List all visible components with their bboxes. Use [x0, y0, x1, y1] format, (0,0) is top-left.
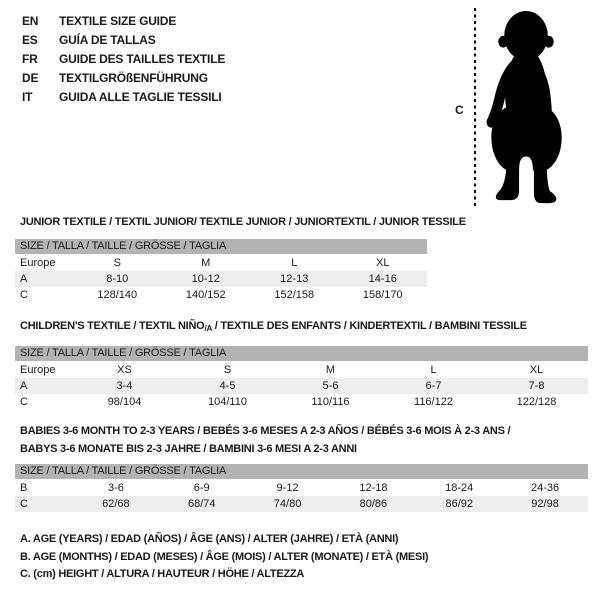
children-title-part: CHILDREN'S TEXTILE / TEXTIL NIÑO: [20, 320, 205, 332]
table-row: A 8-10 10-12 12-13 14-16: [15, 271, 427, 287]
value-cell: 24-36: [530, 482, 560, 494]
value-cell: 98/104: [107, 396, 142, 408]
value-cell: 14-16: [368, 273, 397, 285]
value-cell: 104/110: [208, 396, 247, 408]
babies-size-table: SIZE / TALLA / TAILLE / GRÖSSE / TAGLIA …: [15, 464, 588, 512]
guide-title: GUIDA ALLE TAGLIE TESSILI: [59, 90, 222, 104]
row-label-cell: A: [20, 380, 28, 392]
size-header-bar: SIZE / TALLA / TAILLE / GRÖSSE / TAGLIA: [15, 346, 588, 361]
size-header-bar: SIZE / TALLA / TAILLE / GRÖSSE / TAGLIA: [15, 239, 427, 254]
language-code: DE: [22, 71, 39, 85]
table-row: C 62/68 68/74 74/80 80/86 86/92 92/98: [15, 496, 588, 512]
value-cell: S: [223, 364, 232, 376]
value-cell: XL: [529, 364, 544, 376]
footnote-age-years: A. AGE (YEARS) / EDAD (AÑOS) / ÂGE (ANS)…: [20, 533, 399, 545]
value-cell: XS: [117, 364, 132, 376]
value-cell: 62/68: [102, 498, 130, 510]
row-label-cell: A: [20, 273, 28, 285]
language-title-list: EN TEXTILE SIZE GUIDE ES GUÍA DE TALLAS …: [22, 12, 225, 107]
value-cell: 10-12: [191, 273, 220, 285]
language-code: ES: [22, 33, 38, 47]
babies-section-title: BABIES 3-6 MONTH TO 2-3 YEARS / BEBÉS 3-…: [20, 422, 511, 458]
value-cell: 6-9: [193, 482, 210, 494]
table-row: C 128/140 140/152 152/158 158/170: [15, 287, 427, 303]
value-cell: 86/92: [445, 498, 473, 510]
value-cell: 12-13: [280, 273, 309, 285]
value-cell: 4-5: [219, 380, 236, 392]
language-row: ES GUÍA DE TALLAS: [22, 31, 225, 50]
value-cell: 74/80: [273, 498, 302, 510]
value-cell: 3-4: [116, 380, 133, 392]
value-cell: M: [325, 364, 336, 376]
value-cell: 7-8: [528, 380, 545, 392]
language-row: IT GUIDA ALLE TAGLIE TESSILI: [22, 88, 225, 107]
value-cell: 122/128: [516, 396, 557, 408]
value-cell: XL: [376, 257, 390, 269]
row-label-cell: C: [20, 289, 28, 301]
table-row: Europe XS S M L XL: [15, 362, 588, 378]
row-label-cell: C: [20, 498, 28, 510]
height-measure-label: C: [455, 103, 464, 117]
value-cell: M: [201, 257, 211, 269]
value-cell: 6-7: [425, 380, 442, 392]
row-label-cell: Europe: [20, 364, 56, 376]
value-cell: 5-6: [322, 380, 339, 392]
row-label-cell: Europe: [20, 257, 56, 269]
value-cell: 3-6: [107, 482, 124, 494]
value-cell: 158/170: [362, 289, 403, 301]
value-cell: 68/74: [187, 498, 216, 510]
language-code: EN: [22, 14, 39, 28]
children-title-part: / TEXTILE DES ENFANTS / KINDERTEXTIL / B…: [211, 320, 527, 332]
row-label-cell: C: [20, 396, 28, 408]
babies-title-line: BABYS 3-6 MONATE BIS 2-3 JAHRE / BAMBINI…: [20, 443, 357, 455]
table-row: B 3-6 6-9 9-12 12-18 18-24 24-36: [15, 480, 588, 496]
footnote-age-months: B. AGE (MONTHS) / EDAD (MESES) / ÂGE (MO…: [20, 550, 429, 563]
junior-size-table: SIZE / TALLA / TAILLE / GRÖSSE / TAGLIA …: [15, 239, 427, 303]
guide-title: TEXTILGRÖßENFÜHRUNG: [59, 71, 208, 85]
value-cell: 8-10: [106, 273, 129, 285]
value-cell: 9-12: [276, 482, 299, 494]
language-row: DE TEXTILGRÖßENFÜHRUNG: [22, 69, 225, 88]
toddler-silhouette-icon: [486, 10, 562, 204]
value-cell: 116/122: [414, 396, 453, 408]
babies-title-line: BABIES 3-6 MONTH TO 2-3 YEARS / BEBÉS 3-…: [20, 425, 511, 437]
value-cell: 92/98: [531, 498, 559, 510]
value-cell: 140/152: [185, 289, 226, 301]
size-header-bar: SIZE / TALLA / TAILLE / GRÖSSE / TAGLIA: [15, 464, 588, 479]
value-cell: 80/86: [359, 498, 388, 510]
value-cell: L: [430, 364, 437, 376]
table-row: C 98/104 104/110 110/116 116/122 122/128: [15, 394, 588, 410]
guide-title: GUÍA DE TALLAS: [59, 33, 156, 47]
value-cell: 18-24: [445, 482, 474, 494]
value-cell: S: [113, 257, 121, 269]
value-cell: 12-18: [359, 482, 388, 494]
language-code: IT: [22, 90, 33, 104]
guide-title: GUIDE DES TAILLES TEXTILE: [59, 52, 226, 66]
value-cell: L: [291, 257, 298, 269]
table-row: A 3-4 4-5 5-6 6-7 7-8: [15, 378, 588, 394]
value-cell: 128/140: [97, 289, 138, 301]
row-label-cell: B: [20, 482, 28, 494]
footnote-height: C. (cm) HEIGHT / ALTURA / HAUTEUR / HÖHE…: [20, 568, 305, 580]
children-section-title: CHILDREN'S TEXTILE / TEXTIL NIÑO/A / TEX…: [20, 320, 527, 333]
language-row: FR GUIDE DES TAILLES TEXTILE: [22, 50, 225, 69]
junior-section-title: JUNIOR TEXTILE / TEXTIL JUNIOR/ TEXTILE …: [20, 216, 466, 228]
children-size-table: SIZE / TALLA / TAILLE / GRÖSSE / TAGLIA …: [15, 346, 588, 410]
language-code: FR: [22, 52, 38, 66]
value-cell: 152/158: [274, 289, 315, 301]
legend-footnotes: A. AGE (YEARS) / EDAD (AÑOS) / ÂGE (ANS)…: [20, 531, 429, 584]
table-row: Europe S M L XL: [15, 255, 427, 271]
children-title-subscript: /A: [204, 324, 212, 333]
language-row: EN TEXTILE SIZE GUIDE: [22, 12, 225, 31]
guide-title: TEXTILE SIZE GUIDE: [59, 14, 177, 28]
value-cell: 110/116: [311, 396, 350, 408]
height-measure-dashed-line: [474, 8, 476, 208]
